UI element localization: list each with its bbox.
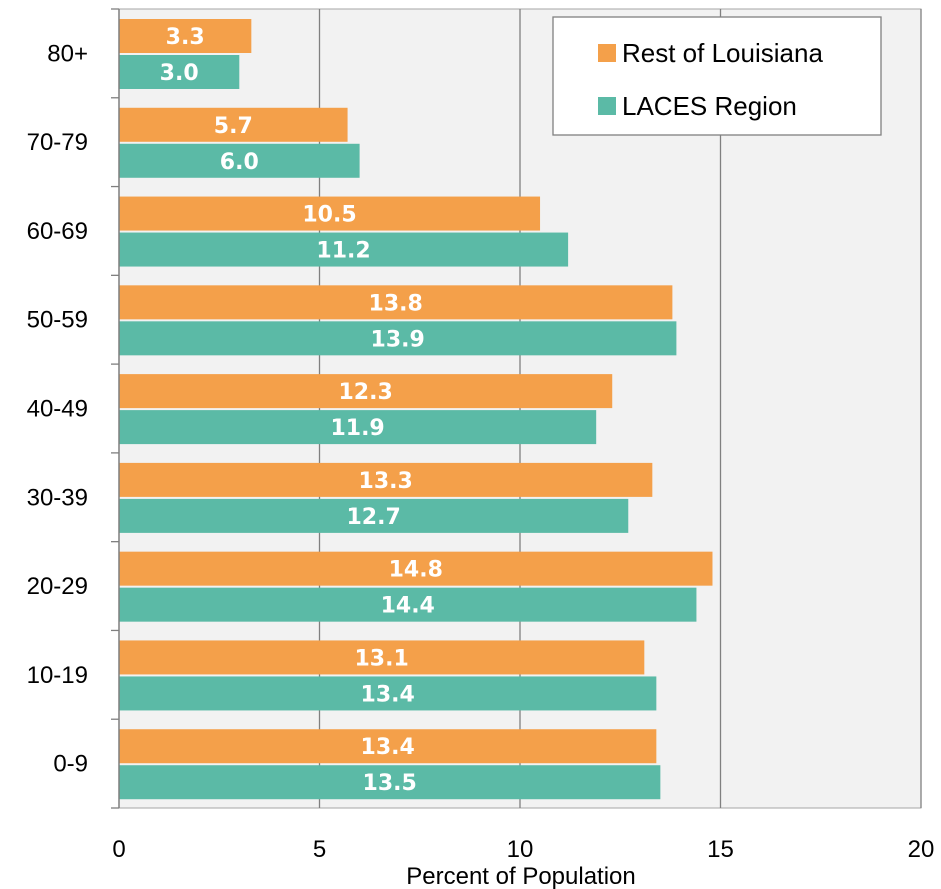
- data-label-rest-of-louisiana-70-79: 5.7: [214, 114, 253, 139]
- legend-label-laces-region: LACES Region: [622, 91, 797, 121]
- x-tick-labels: 0 5 10 15 20: [112, 836, 934, 863]
- x-tick-label-5: 5: [313, 836, 326, 863]
- data-label-rest-of-louisiana-50-59: 13.8: [369, 291, 423, 316]
- bar-laces-region-40-49: [119, 410, 597, 445]
- y-tick-label-80+: 80+: [47, 40, 88, 67]
- y-tick-label-70-79: 70-79: [27, 129, 88, 156]
- bar-laces-region-50-59: [119, 321, 677, 356]
- y-tick-label-30-39: 30-39: [27, 484, 88, 511]
- legend-box: [552, 16, 882, 136]
- data-label-laces-region-50-59: 13.9: [371, 327, 425, 352]
- data-label-rest-of-louisiana-0-9: 13.4: [361, 735, 415, 760]
- data-label-laces-region-30-39: 12.7: [346, 505, 400, 530]
- data-label-laces-region-70-79: 6.0: [220, 150, 259, 175]
- bar-laces-region-70-79: [119, 143, 360, 178]
- legend: Rest of Louisiana LACES Region: [552, 16, 882, 136]
- legend-swatch-laces-region: [598, 97, 616, 115]
- gridlines: [318, 9, 922, 808]
- x-tick-label-15: 15: [707, 836, 734, 863]
- y-tick-label-50-59: 50-59: [27, 307, 88, 334]
- bar-laces-region-20-29: [119, 587, 697, 622]
- data-label-rest-of-louisiana-10-19: 13.1: [355, 646, 409, 671]
- data-label-rest-of-louisiana-30-39: 13.3: [359, 469, 413, 494]
- y-tick-label-40-49: 40-49: [27, 396, 88, 423]
- bar-laces-region-10-19: [119, 676, 657, 711]
- x-tick-label-0: 0: [112, 836, 125, 863]
- data-label-laces-region-10-19: 13.4: [361, 682, 415, 707]
- legend-label-rest-of-louisiana: Rest of Louisiana: [622, 38, 823, 68]
- axes: [111, 8, 120, 809]
- bar-rest-of-louisiana-10-19: [119, 640, 645, 675]
- bar-rest-of-louisiana-60-69: [119, 196, 541, 231]
- y-tick-label-20-29: 20-29: [27, 573, 88, 600]
- data-label-laces-region-80+: 3.0: [160, 61, 199, 86]
- bar-rest-of-louisiana-80+: [119, 19, 252, 53]
- y-tick-label-0-9: 0-9: [53, 751, 88, 778]
- x-tick-label-20: 20: [908, 836, 935, 863]
- data-label-rest-of-louisiana-60-69: 10.5: [302, 203, 356, 228]
- bar-laces-region-60-69: [119, 232, 569, 267]
- data-label-rest-of-louisiana-40-49: 12.3: [338, 380, 392, 405]
- bar-laces-region-0-9: [119, 765, 661, 800]
- data-label-laces-region-0-9: 13.5: [363, 771, 417, 796]
- bar-rest-of-louisiana-0-9: [119, 729, 657, 764]
- bars: 13.4 13.5 13.1 13.4 14.8 14.4 13.3 12.7 12.3 11.9…: [119, 19, 713, 800]
- legend-swatch-rest-of-louisiana: [598, 44, 616, 62]
- y-tick-labels: 0-9 10-19 20-29 30-39 40-49 50-59 60-69 70-79 80…: [27, 40, 88, 777]
- x-axis-title: Percent of Population: [406, 863, 636, 889]
- y-tick-label-10-19: 10-19: [27, 662, 88, 689]
- bar-rest-of-louisiana-40-49: [119, 374, 613, 409]
- data-label-rest-of-louisiana-20-29: 14.8: [389, 558, 443, 583]
- bar-rest-of-louisiana-20-29: [119, 551, 713, 586]
- data-label-laces-region-20-29: 14.4: [381, 594, 435, 619]
- data-label-laces-region-60-69: 11.2: [316, 239, 370, 264]
- bar-rest-of-louisiana-50-59: [119, 285, 673, 320]
- bar-rest-of-louisiana-70-79: [119, 107, 348, 142]
- bar-laces-region-80+: [119, 55, 240, 89]
- x-tick-label-10: 10: [507, 836, 534, 863]
- bar-laces-region-30-39: [119, 498, 629, 533]
- data-label-laces-region-40-49: 11.9: [330, 416, 384, 441]
- bar-rest-of-louisiana-30-39: [119, 462, 653, 497]
- data-label-rest-of-louisiana-80+: 3.3: [166, 25, 205, 50]
- y-tick-label-60-69: 60-69: [27, 218, 88, 245]
